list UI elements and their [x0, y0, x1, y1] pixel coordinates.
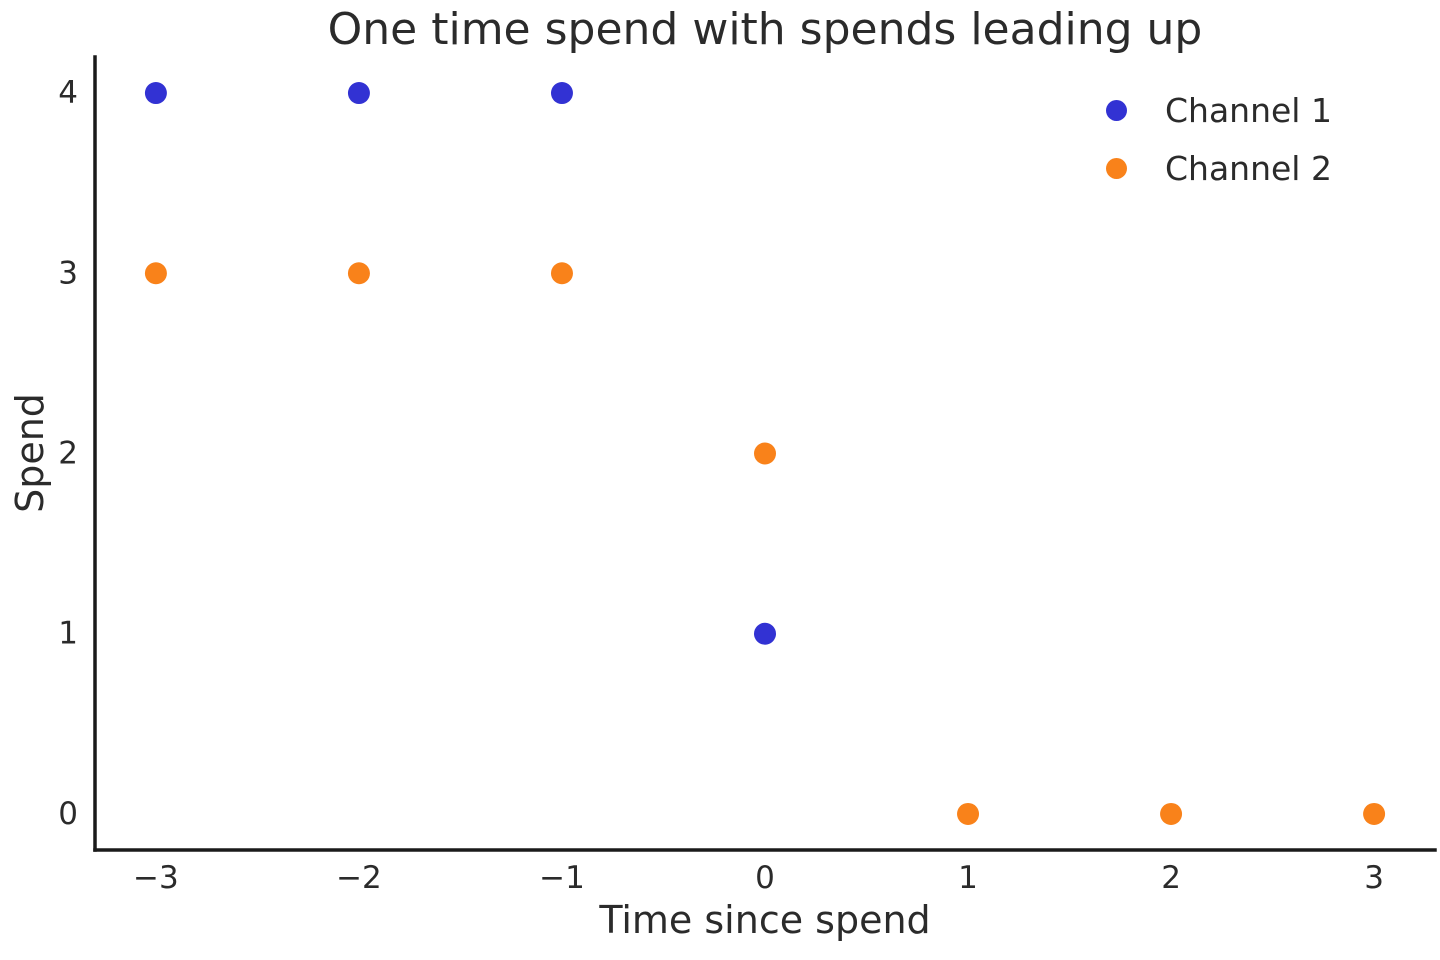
y-axis-label: Spend	[8, 393, 52, 513]
x-tick-label: −2	[336, 860, 382, 896]
y-tick-label: 2	[58, 436, 78, 472]
data-point-channel-2	[754, 442, 776, 465]
legend: Channel 1 Channel 2	[1106, 81, 1332, 197]
x-tick-label: 0	[755, 860, 775, 896]
x-tick-label: 1	[958, 860, 978, 896]
x-tick-label: 2	[1161, 860, 1181, 896]
data-point-channel-1	[347, 82, 370, 105]
data-point-channel-2	[144, 262, 167, 285]
data-point-channel-1	[550, 82, 573, 105]
x-axis-label: Time since spend	[599, 898, 931, 942]
data-point-channel-2	[1160, 802, 1183, 825]
legend-entry-channel-1: Channel 1	[1106, 81, 1332, 139]
data-point-channel-2	[550, 262, 573, 285]
chart-title: One time spend with spends leading up	[327, 4, 1203, 55]
data-point-channel-2	[347, 262, 370, 285]
x-tick-label: −1	[539, 860, 585, 896]
data-point-channel-1	[754, 622, 776, 645]
y-tick-label: 1	[58, 616, 78, 652]
y-tick-label: 3	[58, 255, 78, 291]
y-tick-label: 0	[58, 796, 78, 832]
x-tick-label: 3	[1364, 860, 1384, 896]
x-tick-label: −3	[133, 860, 179, 896]
legend-entry-channel-2: Channel 2	[1106, 139, 1332, 197]
channel-1-marker-icon	[1106, 99, 1127, 121]
data-point-channel-1	[144, 82, 167, 105]
data-point-channel-2	[957, 802, 980, 825]
channel-2-marker-icon	[1106, 157, 1127, 179]
y-tick-label: 4	[58, 75, 78, 111]
legend-label-channel-1: Channel 1	[1165, 90, 1332, 130]
data-point-channel-2	[1363, 802, 1386, 825]
legend-label-channel-2: Channel 2	[1165, 148, 1332, 188]
